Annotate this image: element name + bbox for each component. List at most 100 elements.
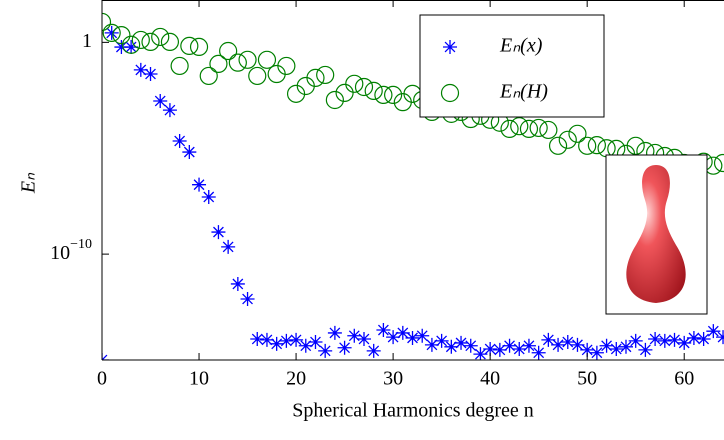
- data-point: [415, 328, 430, 343]
- data-point: [628, 333, 643, 348]
- data-point: [325, 90, 344, 110]
- data-point: [250, 332, 265, 347]
- inset-image: [605, 154, 708, 315]
- y-tick-label: 1: [82, 30, 92, 52]
- data-point: [706, 324, 721, 339]
- data-point: [114, 40, 129, 55]
- data-point: [444, 339, 459, 354]
- data-point: [386, 330, 401, 345]
- x-tick-label: 20: [286, 368, 306, 390]
- data-point: [211, 225, 226, 240]
- data-point: [500, 119, 519, 138]
- data-point: [548, 136, 568, 155]
- data-point: [316, 65, 335, 85]
- data-point: [473, 347, 488, 360]
- data-point: [384, 85, 403, 105]
- data-point: [228, 53, 247, 72]
- data-point: [345, 74, 364, 93]
- data-point: [151, 27, 170, 47]
- data-point: [102, 23, 121, 42]
- y-tick-base: 10: [50, 242, 70, 264]
- data-point: [599, 338, 614, 353]
- data-point: [521, 338, 536, 353]
- data-point: [124, 40, 139, 55]
- x-tick-label: 0: [97, 368, 107, 390]
- data-point: [580, 342, 595, 357]
- data-point: [289, 332, 304, 347]
- data-point: [122, 35, 141, 54]
- data-point: [347, 328, 362, 343]
- data-point: [230, 276, 245, 291]
- data-point: [354, 77, 374, 97]
- data-point: [531, 345, 546, 360]
- data-point: [578, 136, 597, 155]
- data-point: [102, 12, 112, 32]
- data-point: [434, 333, 449, 348]
- data-point: [364, 81, 383, 100]
- y-axis-label: Eₙ: [18, 172, 40, 194]
- data-point: [277, 56, 296, 76]
- x-tick-label: 40: [480, 368, 500, 390]
- data-point: [483, 342, 498, 357]
- data-point: [112, 26, 131, 45]
- y-tick-exponent: −10: [70, 237, 92, 252]
- data-point: [308, 334, 323, 349]
- data-point: [221, 239, 236, 254]
- data-point: [558, 130, 577, 149]
- data-point: [405, 330, 420, 345]
- data-point: [335, 83, 354, 103]
- data-point: [240, 291, 255, 306]
- data-point: [568, 124, 587, 143]
- data-point: [560, 334, 575, 349]
- data-point: [463, 338, 478, 353]
- data-point: [172, 133, 187, 148]
- data-point: [201, 189, 216, 204]
- data-point: [160, 32, 180, 52]
- data-point: [376, 323, 391, 338]
- legend: Eₙ(x) Eₙ(H): [419, 14, 605, 118]
- data-point: [626, 136, 645, 155]
- data-point: [257, 50, 277, 69]
- data-point: [597, 139, 616, 158]
- data-point: [570, 337, 585, 352]
- data-point: [298, 338, 313, 353]
- data-point: [374, 85, 393, 105]
- data-point: [279, 333, 294, 348]
- data-point: [153, 94, 168, 109]
- data-point: [189, 37, 209, 56]
- data-point: [618, 339, 633, 354]
- x-axis-label: Spherical Harmonics degree n: [292, 400, 534, 422]
- data-point: [492, 342, 507, 357]
- data-point: [512, 342, 527, 357]
- data-point: [696, 332, 711, 347]
- data-point: [519, 119, 539, 138]
- data-point: [199, 66, 218, 86]
- data-point: [677, 335, 692, 350]
- data-point: [141, 32, 160, 52]
- data-point: [269, 336, 284, 351]
- data-point: [713, 153, 724, 173]
- data-point: [648, 332, 663, 347]
- legend-marker: [443, 40, 457, 54]
- data-point: [104, 25, 119, 40]
- data-point: [587, 136, 606, 155]
- data-point: [219, 41, 238, 61]
- data-point: [327, 325, 342, 340]
- legend-label: Eₙ(H): [499, 81, 548, 103]
- legend-box: [419, 14, 605, 118]
- data-point: [541, 332, 556, 347]
- data-point: [318, 343, 333, 358]
- y-tick-label: 10−10: [50, 237, 92, 263]
- x-tick-label: 30: [383, 368, 403, 390]
- data-point: [454, 335, 469, 350]
- data-point: [609, 342, 624, 357]
- data-point: [716, 330, 724, 345]
- data-point: [170, 56, 189, 76]
- data-point: [395, 325, 410, 340]
- data-point: [502, 338, 517, 353]
- data-point: [143, 67, 158, 82]
- data-point: [337, 340, 352, 355]
- data-point: [259, 332, 274, 347]
- data-point: [686, 330, 701, 345]
